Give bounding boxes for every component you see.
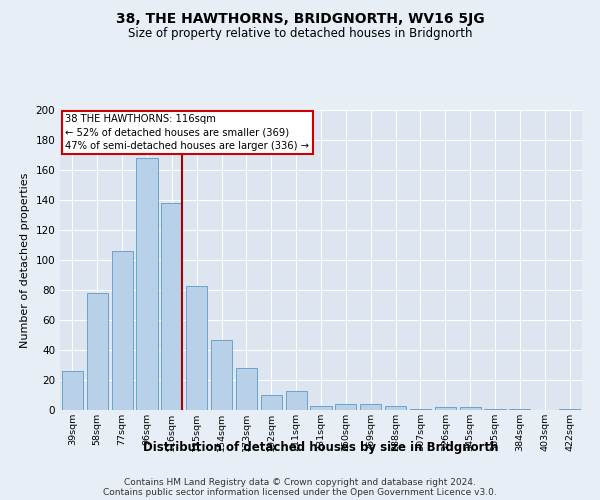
Text: Size of property relative to detached houses in Bridgnorth: Size of property relative to detached ho… bbox=[128, 28, 472, 40]
Bar bbox=[112, 251, 133, 410]
Bar bbox=[161, 203, 182, 410]
Text: 38, THE HAWTHORNS, BRIDGNORTH, WV16 5JG: 38, THE HAWTHORNS, BRIDGNORTH, WV16 5JG bbox=[116, 12, 484, 26]
Y-axis label: Number of detached properties: Number of detached properties bbox=[20, 172, 30, 348]
Bar bbox=[87, 293, 108, 410]
Text: Contains HM Land Registry data © Crown copyright and database right 2024.: Contains HM Land Registry data © Crown c… bbox=[124, 478, 476, 487]
Bar bbox=[136, 158, 158, 410]
Bar bbox=[62, 371, 83, 410]
Bar bbox=[211, 340, 232, 410]
Bar bbox=[460, 407, 481, 410]
Bar bbox=[410, 408, 431, 410]
Bar bbox=[385, 406, 406, 410]
Bar bbox=[310, 406, 332, 410]
Bar bbox=[186, 286, 207, 410]
Text: 38 THE HAWTHORNS: 116sqm
← 52% of detached houses are smaller (369)
47% of semi-: 38 THE HAWTHORNS: 116sqm ← 52% of detach… bbox=[65, 114, 309, 151]
Bar bbox=[261, 395, 282, 410]
Bar bbox=[286, 390, 307, 410]
Bar bbox=[360, 404, 381, 410]
Bar bbox=[509, 408, 530, 410]
Bar bbox=[236, 368, 257, 410]
Bar bbox=[335, 404, 356, 410]
Bar bbox=[559, 408, 580, 410]
Bar bbox=[435, 407, 456, 410]
Bar bbox=[484, 408, 506, 410]
Text: Distribution of detached houses by size in Bridgnorth: Distribution of detached houses by size … bbox=[143, 441, 499, 454]
Text: Contains public sector information licensed under the Open Government Licence v3: Contains public sector information licen… bbox=[103, 488, 497, 497]
